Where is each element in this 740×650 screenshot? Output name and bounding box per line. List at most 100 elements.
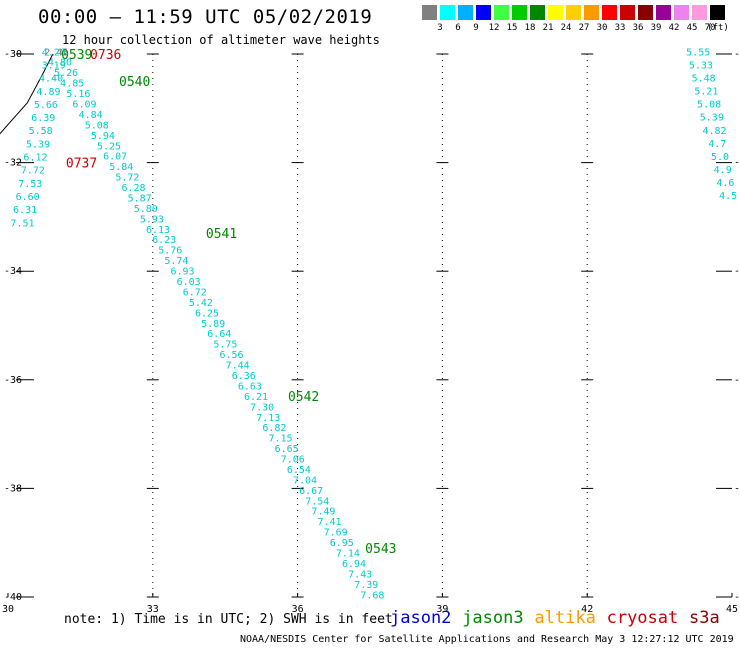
wave-height-label: 6.54 [287, 465, 311, 476]
wave-height-label: 7.43 [348, 569, 372, 580]
wave-height-label: 7.15 [268, 434, 292, 445]
wave-height-label: 5.87 [128, 193, 152, 204]
wave-height-label: 5.80 [134, 204, 158, 215]
wave-height-label: 4.6 [716, 178, 734, 189]
wave-height-label: 4.20 [42, 47, 66, 58]
lat-tick-label-left: -40 [4, 592, 22, 603]
wave-height-label: 7.44 [226, 361, 250, 372]
wave-height-label: 6.60 [16, 192, 40, 203]
wave-height-label: 5.08 [85, 120, 109, 131]
wave-height-label: 6.28 [121, 183, 145, 194]
legend-label: 6 [455, 23, 461, 33]
wave-height-label: 4.84 [79, 110, 103, 121]
lat-tick-label-right: -40 [734, 592, 740, 603]
wave-height-label: 6.21 [244, 392, 268, 403]
wave-height-label: 5.16 [66, 89, 90, 100]
wave-height-label: 2.45 [44, 47, 68, 58]
wave-height-label: 6.93 [170, 267, 194, 278]
wave-height-label: 4.80 [48, 58, 72, 69]
map-grid [146, 53, 594, 598]
satellite-name-cryosat: cryosat [606, 608, 679, 628]
wave-height-label: 7.51 [10, 218, 34, 229]
satellite-name-altika: altika [534, 608, 596, 628]
legend-swatch [638, 5, 653, 20]
wave-height-label: 6.31 [13, 205, 37, 216]
wave-height-label: 6.63 [238, 381, 262, 392]
time-label: 0737 [66, 157, 97, 172]
wave-height-label: 5.58 [29, 126, 53, 137]
satellite-tracks: 4.204.805.264.855.166.094.845.085.945.25… [10, 47, 737, 601]
footer-credit: NOAA/NESDIS Center for Satellite Applica… [240, 634, 734, 645]
legend-label: 12 [488, 23, 500, 33]
map-axes: 30 33 36 39 42 45 -30 -30 -32 -32 -34 -34 -36 -36 -38 -… [2, 49, 740, 615]
lat-tick-label-right: -36 [734, 375, 740, 386]
wave-height-label: 6.25 [195, 308, 219, 319]
wave-height-label: 4.89 [36, 87, 60, 98]
legend-swatch [602, 5, 617, 20]
page-subtitle: 12 hour collection of altimeter wave hei… [62, 33, 380, 47]
legend-label: 70 [704, 23, 716, 33]
legend-label: 45 [686, 23, 698, 33]
note-text: note: 1) Time is in UTC; 2) SWH is in fe… [64, 612, 393, 627]
legend-swatch [422, 5, 437, 20]
wave-height-label: 7.39 [354, 580, 378, 591]
legend-label: 24 [560, 23, 572, 33]
lat-tick-label-left: -32 [4, 158, 22, 169]
legend-swatch [674, 5, 689, 20]
wave-height-label: 6.64 [207, 329, 231, 340]
wave-height-label: 6.39 [31, 113, 55, 124]
lat-tick-label-right: -30 [734, 49, 740, 60]
wave-height-label: 6.94 [342, 559, 366, 570]
coastline-line [0, 53, 54, 135]
legend-label: 39 [650, 23, 662, 33]
legend-swatch [566, 5, 581, 20]
wave-height-label: 6.09 [72, 99, 96, 110]
wave-height-label: 6.07 [103, 152, 127, 163]
lat-tick-label-left: -30 [4, 49, 22, 60]
lat-tick-label-right: -34 [734, 266, 740, 277]
legend-label: 21 [542, 23, 554, 33]
lat-tick-label-left: -38 [4, 483, 22, 494]
wave-height-label: 7.69 [324, 528, 348, 539]
time-label: 0541 [206, 227, 237, 242]
wave-height-label: 5.39 [26, 139, 50, 150]
time-label: 0540 [119, 75, 150, 90]
wave-height-label: 3.19 [42, 60, 66, 71]
lon-tick-label: 30 [2, 604, 14, 615]
legend-swatch [656, 5, 671, 20]
wave-height-label: 5.94 [91, 131, 115, 142]
wave-height-label: 5.33 [689, 60, 713, 71]
wave-height-label: 4.5 [719, 191, 737, 202]
legend-label: 15 [506, 23, 518, 33]
wave-height-label: 5.21 [694, 87, 718, 98]
legend-swatch [458, 5, 473, 20]
page-title: 00:00 – 11:59 UTC 05/02/2019 [38, 6, 373, 28]
wave-height-label: 4.40 [39, 74, 63, 85]
legend-swatch [548, 5, 563, 20]
wave-height-label: 7.41 [317, 517, 341, 528]
wave-height-label: 7.04 [293, 475, 317, 486]
satellite-name-jason3: jason3 [462, 608, 524, 628]
wave-height-label: 6.36 [232, 371, 256, 382]
time-label: 0539 [61, 48, 92, 63]
time-label: 0736 [90, 48, 121, 63]
wave-height-label: 6.65 [275, 444, 299, 455]
legend-label: 27 [578, 23, 590, 33]
satellite-name-jason2: jason2 [390, 608, 452, 628]
wave-height-label: 5.84 [109, 162, 133, 173]
legend-swatch [440, 5, 455, 20]
wave-height-label: 7.13 [256, 413, 280, 424]
wave-height-label: 5.74 [164, 256, 188, 267]
wave-height-label: 7.49 [311, 507, 335, 518]
coastline [0, 53, 54, 135]
track-jason3: 4.204.805.264.855.166.094.845.085.945.25… [42, 47, 397, 601]
wave-height-label: 7.06 [281, 455, 305, 466]
wave-height-label: 4.7 [708, 139, 726, 150]
wave-height-label: 6.67 [299, 486, 323, 497]
time-label: 0542 [288, 390, 319, 405]
lon-tick-label: 36 [292, 604, 304, 615]
wave-height-label: 6.03 [177, 277, 201, 288]
legend-label: 18 [524, 23, 536, 33]
wave-height-label: 7.72 [21, 166, 45, 177]
